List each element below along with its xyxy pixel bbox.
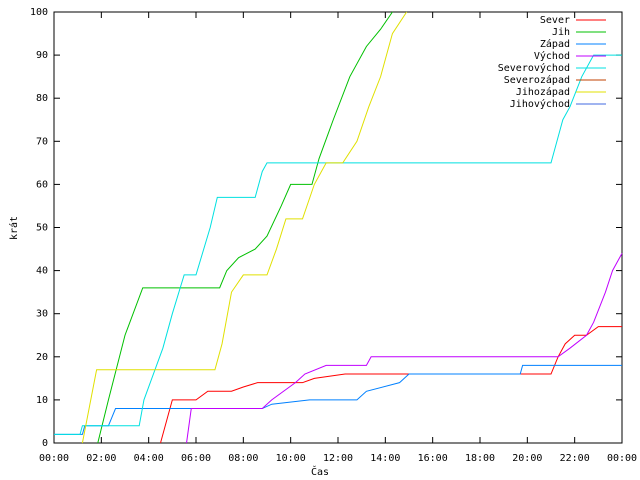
series-line (160, 326, 622, 444)
x-axis-label: Čas (311, 465, 329, 478)
x-tick-label: 22:00 (560, 453, 590, 464)
series-line (186, 253, 623, 444)
y-tick-label: 80 (36, 93, 48, 104)
y-tick-label: 100 (30, 7, 48, 18)
x-tick-label: 00:00 (607, 453, 637, 464)
plot-frame (53, 11, 623, 444)
legend-label: Jihovýchod (510, 98, 570, 110)
y-tick-label: 0 (42, 438, 48, 449)
legend-label: Severozápad (504, 74, 570, 86)
y-tick-label: 90 (36, 50, 48, 61)
y-tick-label: 30 (36, 309, 48, 320)
x-tick-label: 18:00 (465, 453, 495, 464)
legend-label: Jihozápad (516, 86, 570, 98)
y-tick-label: 60 (36, 179, 48, 190)
y-tick-label: 20 (36, 352, 48, 363)
x-tick-label: 20:00 (512, 453, 542, 464)
series-line (97, 11, 393, 444)
x-tick-label: 08:00 (228, 453, 258, 464)
x-tick-label: 02:00 (86, 453, 116, 464)
y-tick-label: 50 (36, 223, 48, 234)
series-line (54, 54, 622, 435)
legend-label: Západ (540, 38, 570, 50)
legend-label: Východ (534, 50, 570, 62)
x-tick-label: 16:00 (418, 453, 448, 464)
x-tick-label: 10:00 (276, 453, 306, 464)
y-tick-label: 40 (36, 266, 48, 277)
y-tick-label: 70 (36, 136, 48, 147)
x-tick-label: 12:00 (323, 453, 353, 464)
y-tick-label: 10 (36, 395, 48, 406)
x-tick-label: 06:00 (181, 453, 211, 464)
x-tick-label: 14:00 (370, 453, 400, 464)
legend-label: Severovýchod (498, 62, 570, 74)
legend-label: Jih (552, 27, 570, 38)
legend-label: Sever (540, 15, 570, 26)
series-line (81, 11, 408, 444)
x-tick-label: 04:00 (134, 453, 164, 464)
y-axis-label: krát (8, 216, 20, 240)
x-tick-label: 00:00 (39, 453, 69, 464)
